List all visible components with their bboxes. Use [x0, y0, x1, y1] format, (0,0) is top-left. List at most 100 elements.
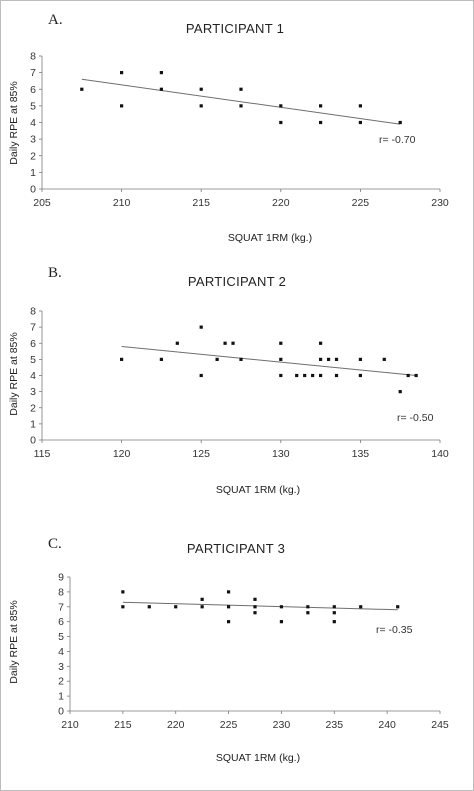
panel-c-y-tick-label: 7	[58, 601, 64, 613]
panel-a-data-point	[319, 120, 323, 125]
panel-c-data-point	[359, 605, 363, 609]
panel-a-data-point	[239, 104, 243, 108]
panel-a-data-point	[319, 104, 323, 108]
panel-c-x-tick-label: 210	[61, 719, 79, 731]
panel-b-y-tick-label: 1	[30, 418, 36, 430]
panel-b-letter: B.	[48, 265, 62, 281]
panel-b-data-point	[279, 341, 283, 345]
panel-c-data-point	[332, 620, 336, 624]
panel-c-y-tick-label: 4	[58, 646, 64, 658]
panel-b-data-point	[223, 341, 227, 345]
panel-b-data-point	[398, 390, 402, 394]
panel-a-y-tick-label: 0	[30, 184, 36, 196]
panel-c-y-tick-label: 8	[58, 586, 64, 598]
panel-b-x-tick-label: 135	[352, 448, 370, 460]
panel-b-data-point	[239, 357, 243, 361]
panel-a-data-point	[358, 104, 362, 108]
panel-c-data-point	[279, 605, 284, 609]
panel-a-y-tick-label: 7	[30, 67, 36, 79]
panel-a-xlabel: SQUAT 1RM (kg.)	[228, 232, 312, 244]
panel-b-data-point	[199, 373, 203, 378]
panel-c: C. PARTICIPANT 3 Daily RPE at 85% SQUAT …	[8, 536, 449, 764]
panel-c-x-tick-label: 230	[273, 719, 291, 731]
panel-b-data-point	[159, 357, 163, 361]
panel-b-x-tick-label: 140	[431, 448, 449, 460]
panel-b-data-point	[319, 357, 323, 361]
panel-b-ylabel: Daily RPE at 85%	[8, 332, 20, 415]
panel-c-data-point	[121, 605, 125, 609]
panel-c-y-tick-label: 3	[58, 661, 64, 673]
panel-c-data-point	[253, 597, 257, 601]
panel-c-data-point	[332, 605, 336, 609]
panel-c-x-tick-label: 220	[167, 719, 185, 731]
panel-a-x-tick-label: 230	[431, 197, 449, 209]
panel-a-data-point	[199, 87, 203, 91]
panel-a-letter: A.	[48, 12, 63, 28]
panel-b-data-point	[406, 373, 410, 378]
panel-a-data-point	[199, 104, 203, 108]
panel-b-data-point	[120, 357, 124, 361]
panel-c-data-point	[147, 605, 151, 609]
panel-a-y-tick-label: 1	[30, 167, 36, 179]
panel-c-data-point	[174, 605, 178, 609]
panel-c-x-tick-label: 240	[378, 719, 396, 731]
panel-c-y-tick-label: 0	[58, 706, 64, 718]
panel-b-data-point	[303, 373, 307, 378]
panel-c-y-tick-label: 1	[58, 691, 64, 703]
panel-b-y-tick-label: 7	[30, 322, 36, 334]
panel-a-y-tick-label: 4	[30, 117, 36, 129]
panel-b-data-point	[382, 357, 386, 361]
panel-a: A. PARTICIPANT 1 Daily RPE at 85% SQUAT …	[8, 12, 449, 244]
panel-b-data-point	[295, 373, 299, 378]
panel-a-data-point	[279, 120, 283, 125]
panel-a-y-tick-label: 2	[30, 150, 36, 162]
panel-c-xlabel: SQUAT 1RM (kg.)	[216, 752, 300, 764]
panel-a-r-annotation: r= -0.70	[379, 134, 416, 146]
panel-b-data-point	[175, 341, 179, 345]
panel-a-data-point	[358, 120, 362, 125]
panel-a-plot: 0 1 2 3 4 5 6 7 8 205 210 215 220 225 230	[30, 51, 449, 210]
panel-c-data-point	[306, 605, 310, 609]
panel-b-y-tick-label: 5	[30, 354, 36, 366]
panel-b-y-tick-label: 6	[30, 338, 36, 350]
panel-c-y-tick-label: 6	[58, 616, 64, 628]
panel-b-x-tick-label: 115	[34, 448, 51, 460]
panel-b-data-point	[199, 325, 203, 329]
panel-c-data-point	[332, 611, 336, 615]
panel-a-x-tick-label: 215	[192, 197, 210, 209]
panel-b-xlabel: SQUAT 1RM (kg.)	[216, 484, 300, 496]
panel-a-data-point	[398, 120, 402, 125]
panel-a-data-point	[120, 104, 124, 108]
panel-c-x-tick-label: 245	[431, 719, 449, 731]
panel-c-data-point	[226, 605, 231, 609]
panel-c-data-point	[226, 590, 231, 594]
panel-b-data-point	[334, 357, 339, 361]
panel-c-data-point	[396, 605, 400, 609]
panel-c-x-tick-label: 215	[114, 719, 132, 731]
panel-c-ylabel: Daily RPE at 85%	[8, 600, 20, 683]
panel-b-plot: 0 1 2 3 4 5 6 7 8 115 120 125 130 135 140	[30, 306, 449, 461]
panel-b-data-point	[334, 373, 339, 378]
panel-c-y-tick-label: 9	[58, 572, 64, 584]
panel-c-trendline	[122, 601, 398, 611]
panel-c-r-annotation: r= -0.35	[376, 624, 413, 636]
panel-a-x-tick-label: 220	[272, 197, 290, 209]
panel-a-data-point	[279, 104, 283, 108]
panel-c-data-point	[200, 605, 204, 609]
panel-a-y-tick-label: 6	[30, 84, 36, 96]
panel-b-y-tick-label: 4	[30, 370, 36, 382]
panel-b-y-tick-label: 0	[30, 435, 36, 447]
panel-b-data-point	[311, 373, 315, 378]
panel-a-data-point	[159, 71, 163, 75]
panel-b-data-point	[279, 357, 283, 361]
panel-b-data-point	[215, 357, 219, 361]
panel-a-y-tick-label: 3	[30, 134, 36, 146]
panel-b-x-tick-label: 130	[272, 448, 290, 460]
panel-b-title: PARTICIPANT 2	[188, 274, 286, 289]
panel-c-y-tick-label: 2	[58, 676, 64, 688]
panel-a-x-tick-label: 210	[113, 197, 131, 209]
panel-b-r-annotation: r= -0.50	[397, 412, 434, 424]
panel-a-x-tick-label: 205	[33, 197, 51, 209]
